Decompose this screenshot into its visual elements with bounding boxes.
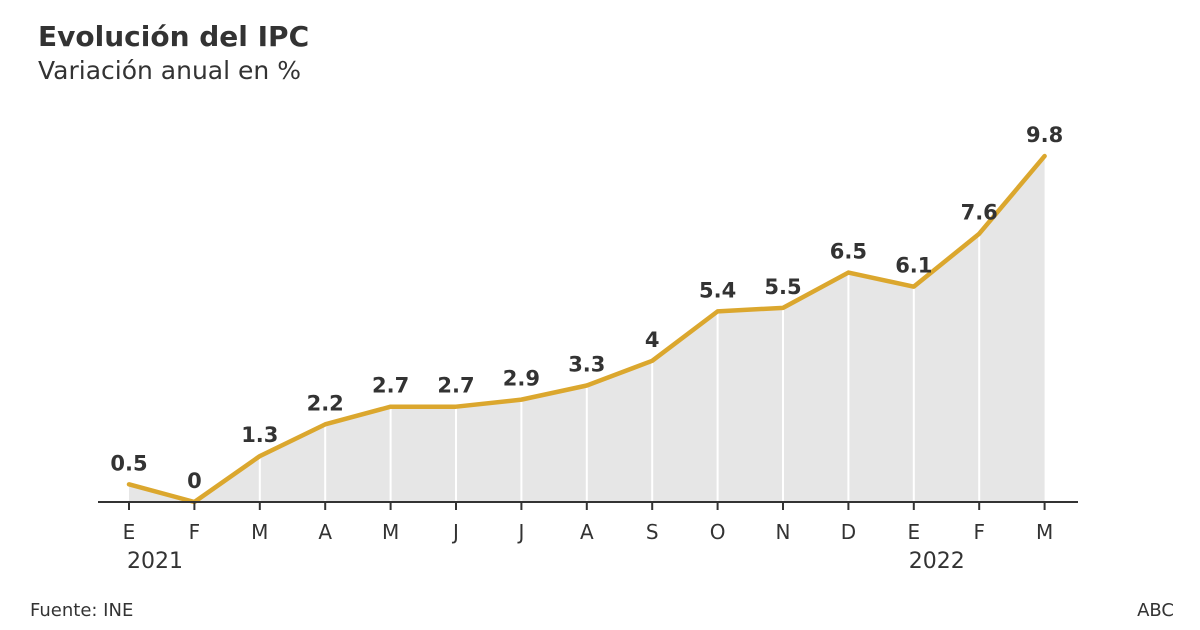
data-label: 1.3 xyxy=(241,423,278,447)
tick-label: A xyxy=(580,520,594,544)
data-label: 4 xyxy=(645,328,660,352)
data-label: 5.5 xyxy=(764,275,801,299)
data-label: 5.4 xyxy=(699,278,736,302)
year-label: 2021 xyxy=(127,549,183,574)
x-axis xyxy=(98,501,1078,510)
tick-label: F xyxy=(189,520,201,544)
data-label: 2.7 xyxy=(437,374,474,398)
data-label: 7.6 xyxy=(961,201,998,225)
data-label: 2.2 xyxy=(307,391,344,415)
data-label: 6.1 xyxy=(895,254,932,278)
chart-title: Evolución del IPC xyxy=(38,20,310,53)
data-label: 0.5 xyxy=(110,451,147,475)
tick-label: O xyxy=(710,520,726,544)
data-label: 2.7 xyxy=(372,374,409,398)
source-label: Fuente: INE xyxy=(30,600,134,621)
data-label: 9.8 xyxy=(1026,123,1063,147)
tick-label: N xyxy=(776,520,791,544)
area-layer xyxy=(129,156,1045,502)
data-label: 3.3 xyxy=(568,353,605,377)
tick-label: M xyxy=(251,520,268,544)
year-labels: 2021 2022 xyxy=(127,549,965,574)
series-line xyxy=(126,153,1047,505)
data-label: 2.9 xyxy=(503,367,540,391)
ipc-line-chart: 0.5 0 1.3 2.2 2.7 2.7 2.9 3.3 4 5.4 5.5 6.5 6.1 7.6 9.… xyxy=(98,123,1078,574)
data-label: 0 xyxy=(187,469,202,493)
tick-label: E xyxy=(123,520,136,544)
tick-label: J xyxy=(516,520,524,544)
chart-subtitle: Variación anual en % xyxy=(38,56,301,85)
brand-label: ABC xyxy=(1137,600,1174,621)
tick-label: M xyxy=(382,520,399,544)
data-label: 6.5 xyxy=(830,240,867,264)
tick-label: F xyxy=(973,520,985,544)
tick-label: D xyxy=(841,520,856,544)
tick-label: S xyxy=(646,520,659,544)
value-labels: 0.5 0 1.3 2.2 2.7 2.7 2.9 3.3 4 5.4 5.5 6.5 6.1 7.6 9.… xyxy=(110,123,1063,493)
tick-label: M xyxy=(1036,520,1053,544)
tick-label: A xyxy=(318,520,332,544)
tick-label: J xyxy=(451,520,459,544)
tick-label: E xyxy=(907,520,920,544)
line-layer xyxy=(126,153,1047,505)
year-label: 2022 xyxy=(909,549,965,574)
